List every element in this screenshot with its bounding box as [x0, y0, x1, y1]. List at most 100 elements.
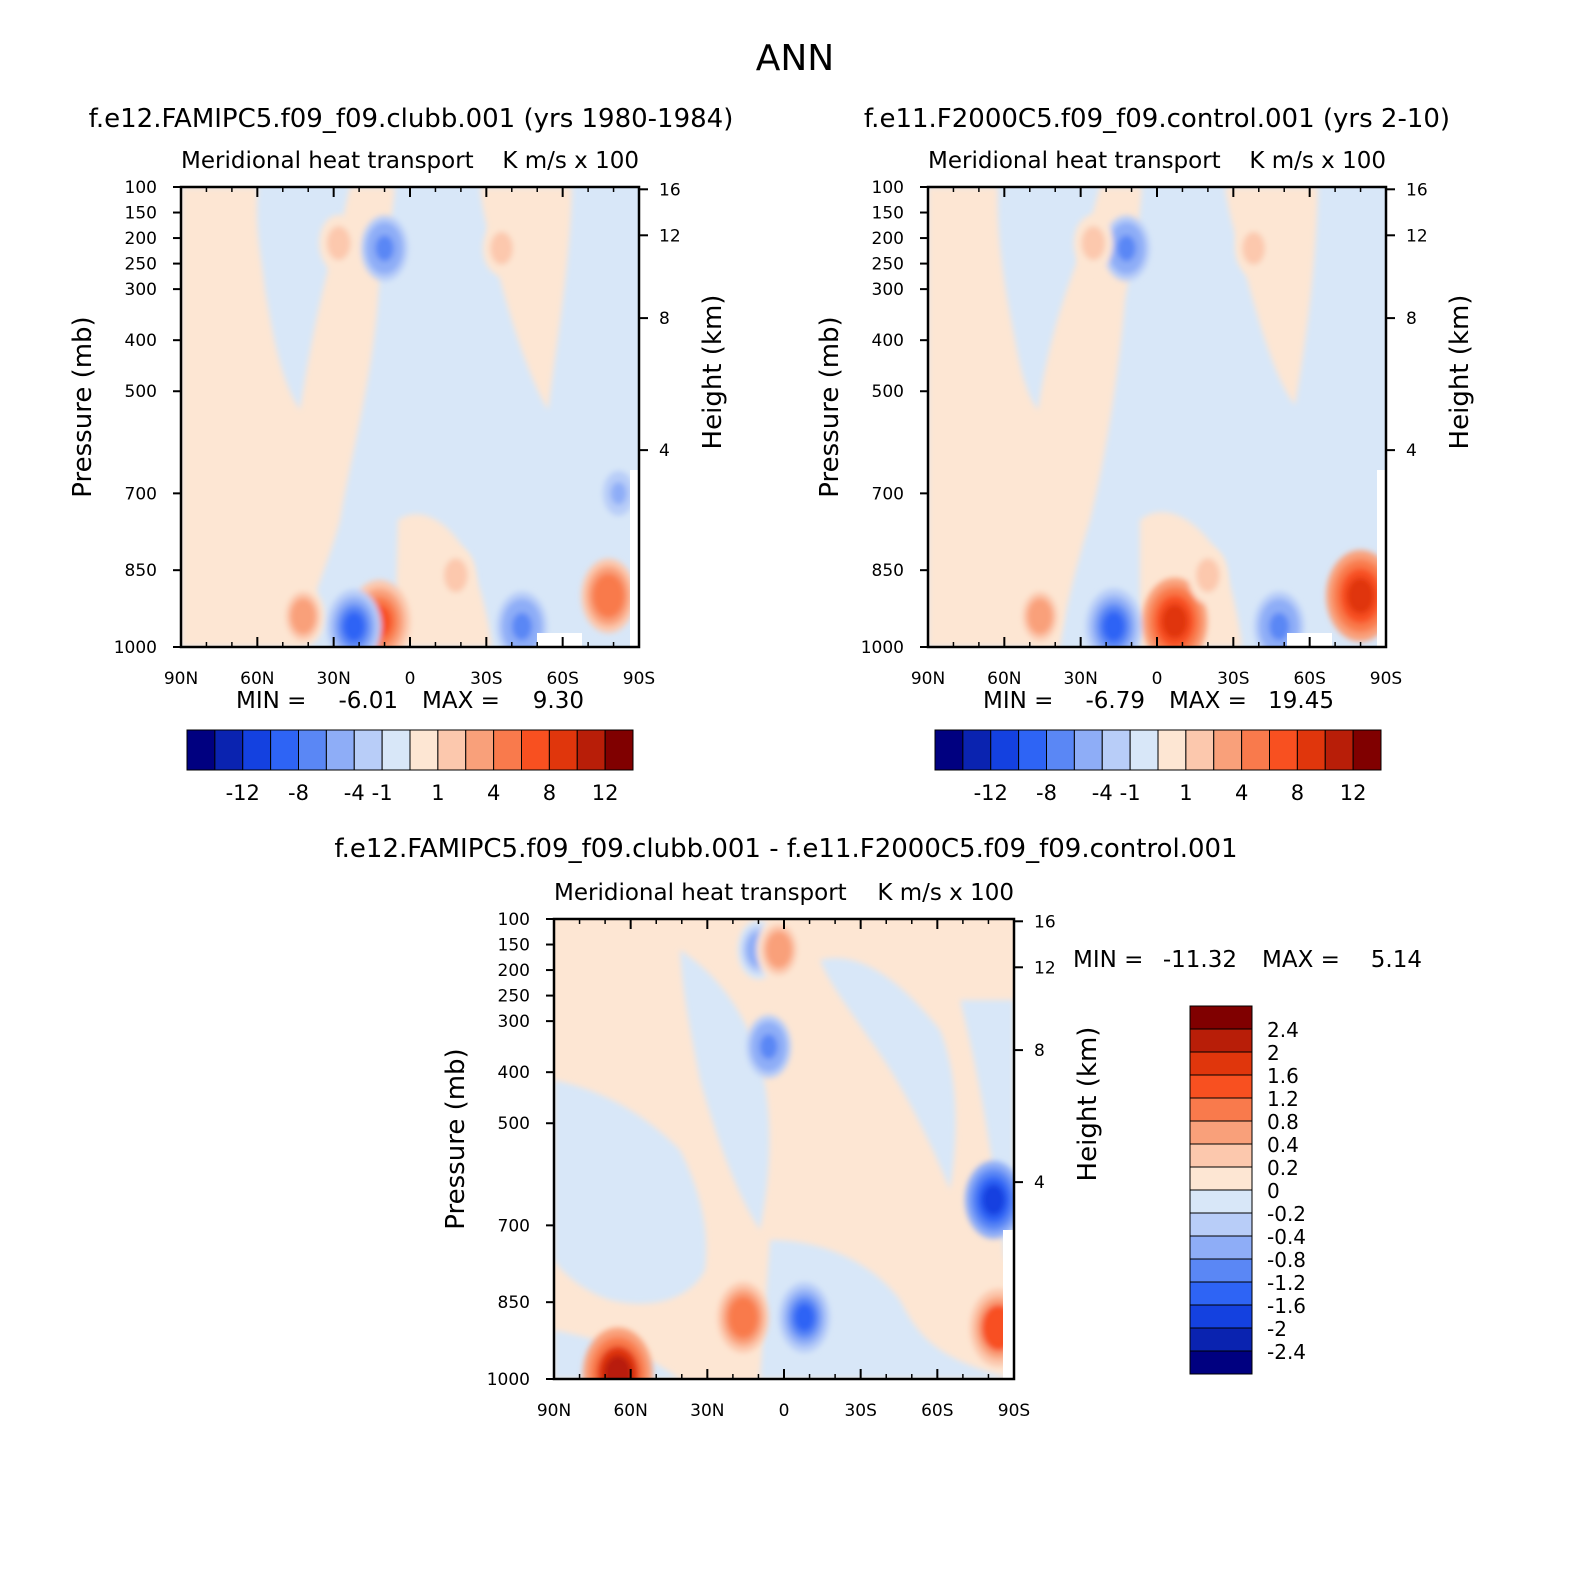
- colorbar-swatch: [1189, 1074, 1253, 1099]
- panel-3-cool-region-sh2: [820, 958, 956, 1190]
- colorbar-label: 0.8: [1267, 1110, 1299, 1134]
- colorbar-label: -0.8: [1267, 1248, 1306, 1272]
- panel-3-y2-axis-label: Height (km): [1073, 1027, 1103, 1182]
- panel-2-feature-8-level-3: [1346, 577, 1375, 615]
- panel-2-subtitle-right: K m/s x 100: [1249, 148, 1386, 174]
- panel-1-y2-tick-label: 12: [659, 226, 681, 246]
- panel-1-min-value: -6.01: [338, 688, 398, 714]
- panel-1-max-value: 9.30: [533, 688, 584, 714]
- panel-2-x-tick-label: 60S: [1293, 669, 1325, 689]
- panel-1-axes: 90N 60N 30N 0 30S 60S 90S 100 150 200 250 300 400 500…: [68, 178, 728, 689]
- colorbar-swatch: [1189, 1189, 1253, 1214]
- colorbar-swatch: [1189, 1258, 1253, 1283]
- panel-3-min-value: -11.32: [1163, 947, 1237, 973]
- panel-3-feature-0-level-3: [732, 1303, 754, 1332]
- colorbar-swatch: [1189, 1350, 1253, 1375]
- panel-1-y-tick-label: 500: [125, 382, 157, 402]
- panel-2-y-tick-label: 400: [872, 331, 904, 351]
- colorbar-swatch: [1129, 729, 1159, 771]
- panel-2-features: [1018, 214, 1386, 647]
- panel-1-y-axis-label: Pressure (mb): [68, 316, 98, 497]
- panel-1-feature-3-level-3: [343, 611, 365, 642]
- colorbar-swatch: [437, 729, 467, 771]
- colorbar-label: -1: [372, 781, 393, 805]
- panel-2-y-tick-label: 150: [872, 204, 904, 224]
- colorbar-swatch: [1018, 729, 1047, 771]
- panel-3-x-tick-label: 0: [779, 1401, 790, 1421]
- panel-3-title: f.e12.FAMIPC5.f09_f09.clubb.001 - f.e11.…: [334, 834, 1237, 864]
- colorbar-label: -1.2: [1267, 1271, 1306, 1295]
- colorbar-swatch: [381, 729, 411, 771]
- panel-2-y2-tick-label: 16: [1406, 180, 1428, 200]
- colorbar-swatch: [298, 729, 327, 771]
- panel-3-x-tick-label: 60S: [921, 1401, 953, 1421]
- panel-3-y2-tick-label: 12: [1034, 958, 1056, 978]
- panel-1-y-tick-label: 300: [125, 280, 157, 300]
- panel-3-missing-data-pole: [1003, 1230, 1014, 1379]
- colorbar-label: -1: [1120, 781, 1141, 805]
- panel-2-min-label: MIN =: [983, 688, 1053, 714]
- panel-1-feature-4-level-3: [511, 612, 533, 641]
- panel-3-y-tick-label: 850: [498, 1293, 530, 1313]
- colorbar-swatch: [1189, 1120, 1253, 1145]
- panel-3-y-tick-label: 1000: [487, 1370, 530, 1390]
- colorbar-swatch: [214, 729, 244, 771]
- colorbar-label: 2: [1267, 1041, 1280, 1065]
- panel-3-colorbar: 2.421.61.20.80.40.20-0.2-0.4-0.8-1.2-1.6…: [1189, 1005, 1306, 1375]
- panel-2-y2-axis-label: Height (km): [1445, 295, 1475, 450]
- panel-2-y-tick-label: 300: [872, 280, 904, 300]
- colorbar-swatch: [1185, 729, 1215, 771]
- panel-1-feature-7-level-3: [494, 237, 510, 260]
- colorbar-label: -2: [1267, 1317, 1287, 1341]
- panel-1-y-tick-label: 150: [125, 204, 157, 224]
- colorbar-swatch: [1157, 729, 1187, 771]
- colorbar-label: 12: [592, 781, 619, 805]
- panel-1: f.e12.FAMIPC5.f09_f09.clubb.001 (yrs 198…: [68, 104, 733, 805]
- panel-3: f.e12.FAMIPC5.f09_f09.clubb.001 - f.e11.…: [334, 834, 1422, 1421]
- panel-1-y2-tick-label: 4: [659, 441, 670, 461]
- panel-2-feature-4-level-3: [1269, 612, 1290, 641]
- panel-2-x-tick-label: 30S: [1217, 669, 1249, 689]
- panel-3-max-label: MAX =: [1262, 947, 1340, 973]
- panel-3-axes: 90N 60N 30N 0 30S 60S 90S 100 150 200 250 300 400 500…: [441, 910, 1103, 1421]
- panel-2-colorbar: -12 -8 -4 -1 1 4 8 12: [934, 729, 1382, 805]
- panel-2-y-tick-label: 200: [872, 229, 904, 249]
- colorbar-swatch: [1189, 1051, 1253, 1076]
- panel-1-y2-axis-label: Height (km): [698, 295, 728, 450]
- panel-1-feature-8-level-3: [597, 580, 620, 611]
- panel-1-subtitle-left: Meridional heat transport: [181, 148, 474, 174]
- panel-2-max-value: 19.45: [1268, 688, 1334, 714]
- panel-2-x-tick-label: 90N: [911, 669, 945, 689]
- colorbar-label: 8: [543, 781, 556, 805]
- panel-1-y-tick-label: 200: [125, 229, 157, 249]
- panel-2-y2-tick-label: 8: [1406, 309, 1417, 329]
- panel-2-y-tick-label: 1000: [861, 638, 904, 658]
- colorbar-label: -4: [344, 781, 365, 805]
- panel-3-feature-2-level-3: [759, 1034, 778, 1060]
- panel-2-y-axis-label: Pressure (mb): [815, 316, 845, 497]
- colorbar-label: 1.6: [1267, 1064, 1299, 1088]
- colorbar-swatch: [1189, 1304, 1253, 1329]
- colorbar-swatch: [1189, 1166, 1253, 1191]
- panel-2-plot-area: [928, 187, 1386, 647]
- colorbar-label: 0.2: [1267, 1156, 1299, 1180]
- colorbar-swatch: [1324, 729, 1354, 771]
- colorbar-swatch: [1213, 729, 1243, 771]
- panel-1-x-tick-label: 30N: [316, 669, 350, 689]
- panel-2-feature-3-level-3: [1102, 611, 1125, 642]
- colorbar-swatch: [521, 729, 550, 771]
- colorbar-swatch: [270, 729, 299, 771]
- colorbar-swatch: [1073, 729, 1103, 771]
- panel-2-y-tick-label: 500: [872, 382, 904, 402]
- panel-2-min-value: -6.79: [1085, 688, 1145, 714]
- colorbar-swatch: [604, 729, 634, 771]
- colorbar-label: -12: [974, 781, 1008, 805]
- panel-3-y-tick-label: 250: [498, 987, 530, 1007]
- colorbar-swatch: [1189, 1005, 1253, 1030]
- panel-2-x-tick-label: 0: [1152, 669, 1163, 689]
- panel-1-x-tick-label: 90S: [623, 669, 655, 689]
- panel-2-y-tick-label: 250: [872, 255, 904, 275]
- colorbar-swatch: [186, 729, 216, 771]
- figure-title: ANN: [756, 38, 835, 79]
